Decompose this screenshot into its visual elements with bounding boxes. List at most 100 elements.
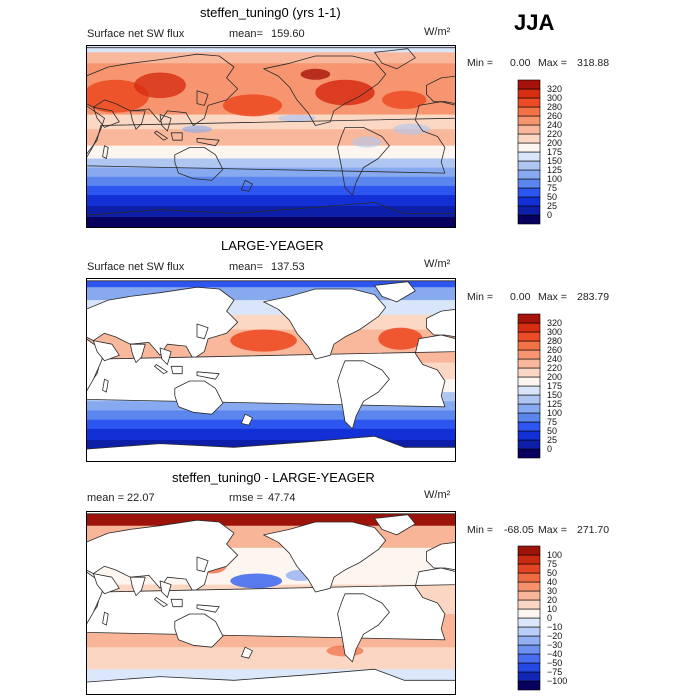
map-1-field-5 — [300, 68, 331, 80]
continent-africa — [86, 101, 456, 174]
panel-1-units: W/m² — [424, 26, 451, 38]
colorbar-1-tick-13: 300 — [547, 93, 562, 103]
panel-3-title: steffen_tuning0 - LARGE-YEAGER — [172, 470, 375, 485]
colorbar-1-swatch-13 — [517, 97, 541, 108]
continent-eurasia — [86, 286, 239, 360]
panel-3-mean: mean = 22.07 — [87, 492, 155, 504]
colorbar-3-swatch-1 — [517, 671, 541, 682]
colorbar-1-tick-1: 25 — [547, 201, 557, 211]
continent-greenland — [374, 514, 416, 536]
colorbar-1-swatch-6 — [517, 160, 541, 171]
continent-europe — [426, 308, 456, 338]
map-2-field-1 — [378, 327, 423, 350]
map-3-band-5 — [86, 647, 456, 671]
map-1-field-1 — [134, 72, 186, 99]
colorbar-2-swatch-13 — [517, 331, 541, 342]
colorbar-2-tick-6: 150 — [547, 390, 562, 400]
map-panel-3 — [86, 511, 456, 695]
panel-2-variable: Surface net SW flux — [87, 261, 185, 273]
continent-northamerica — [263, 288, 387, 360]
continent-northamerica — [263, 55, 387, 126]
colorbar-1-tick-11: 260 — [547, 111, 562, 121]
colorbar-3-tick-7: 0 — [547, 613, 552, 623]
colorbar-3-tick-0: −100 — [547, 676, 567, 686]
map-1-band-6 — [86, 158, 456, 169]
map-2-band-8 — [86, 401, 456, 412]
map-1-band-8 — [86, 176, 456, 187]
continent-arabia — [93, 340, 120, 362]
colorbar-2-tick-2: 50 — [547, 426, 557, 436]
panel-2-units: W/m² — [424, 258, 451, 270]
continent-newguinea — [196, 604, 220, 613]
map-1-band-0 — [86, 45, 456, 54]
continent-japan — [196, 90, 209, 106]
colorbar-2-tick-1: 25 — [547, 435, 557, 445]
colorbar-2-swatch-7 — [517, 385, 541, 396]
colorbar-3-tick-3: −40 — [547, 649, 562, 659]
map-2-band-9 — [86, 410, 456, 421]
colorbar-3-tick-11: 40 — [547, 577, 557, 587]
panel-3-max-value: 271.70 — [577, 524, 610, 536]
panel-1-max-value: 318.88 — [577, 57, 610, 69]
map-2-band-11 — [86, 428, 456, 441]
panel-3-max-label: Max = — [538, 524, 567, 536]
map-2-field-0 — [230, 329, 297, 352]
map-1-field-0 — [86, 79, 149, 113]
map-2-frame — [86, 278, 456, 462]
continent-newguinea — [196, 137, 220, 147]
colorbar-2-swatch-8 — [517, 376, 541, 387]
continent-europe — [426, 75, 456, 104]
continent-india — [130, 343, 146, 363]
colorbar-3-tick-2: −50 — [547, 658, 562, 668]
colorbar-1-swatch-4 — [517, 178, 541, 189]
map-3-field-0 — [230, 573, 283, 589]
continent-borneo — [170, 598, 183, 608]
map-1-field-7 — [182, 125, 212, 133]
map-panel-2 — [86, 278, 456, 462]
continent-australia — [174, 613, 224, 648]
map-1-field-4 — [382, 90, 427, 110]
panel-1-max-label: Max = — [538, 57, 567, 69]
map-2-band-0 — [86, 278, 456, 289]
colorbar-3-swatch-4 — [517, 644, 541, 655]
colorbar-3-swatch-12 — [517, 572, 541, 583]
colorbar-2-tick-8: 200 — [547, 372, 562, 382]
continent-newguinea — [196, 371, 220, 380]
colorbar-1-tick-14: 320 — [547, 84, 562, 94]
colorbar-1-swatch-0 — [517, 214, 541, 225]
colorbar-3-tick-5: −20 — [547, 631, 562, 641]
colorbar-2-swatch-10 — [517, 358, 541, 369]
colorbar-2-tick-11: 260 — [547, 345, 562, 355]
colorbar-1-swatch-14 — [517, 88, 541, 99]
colorbar-3-swatch-6 — [517, 626, 541, 637]
season-label: JJA — [514, 10, 555, 35]
panel-2-stat-label: mean= — [229, 261, 263, 273]
continent-indochina — [159, 580, 172, 598]
colorbar-3-tick-10: 30 — [547, 586, 557, 596]
panel-1-title: steffen_tuning0 (yrs 1-1) — [200, 5, 341, 20]
colorbar-2-swatch-2 — [517, 430, 541, 441]
map-panel-1 — [86, 45, 456, 228]
continent-madagascar — [102, 378, 109, 393]
continent-southamerica — [337, 127, 390, 196]
colorbar-1-tick-0: 0 — [547, 210, 552, 220]
colorbar-2-swatch-1 — [517, 439, 541, 450]
panel-1-stat-value: 159.60 — [271, 28, 305, 40]
map-2-band-10 — [86, 419, 456, 430]
colorbar-1-tick-6: 150 — [547, 156, 562, 166]
colorbar-1-swatch-1 — [517, 205, 541, 216]
map-3-frame — [86, 511, 456, 695]
map-1-band-1 — [86, 52, 456, 65]
colorbar-2-tick-13: 300 — [547, 327, 562, 337]
colorbar-1-swatch-12 — [517, 106, 541, 117]
colorbar-1-tick-9: 220 — [547, 129, 562, 139]
continent-arabia — [93, 573, 120, 595]
continent-madagascar — [102, 611, 109, 626]
colorbar-1-swatch-7 — [517, 151, 541, 162]
colorbar-1-swatch-2 — [517, 196, 541, 207]
colorbar-1-tick-12: 280 — [547, 102, 562, 112]
continent-antarctica — [86, 202, 456, 228]
continent-greenland — [374, 48, 416, 70]
colorbar-1-tick-5: 125 — [547, 165, 562, 175]
